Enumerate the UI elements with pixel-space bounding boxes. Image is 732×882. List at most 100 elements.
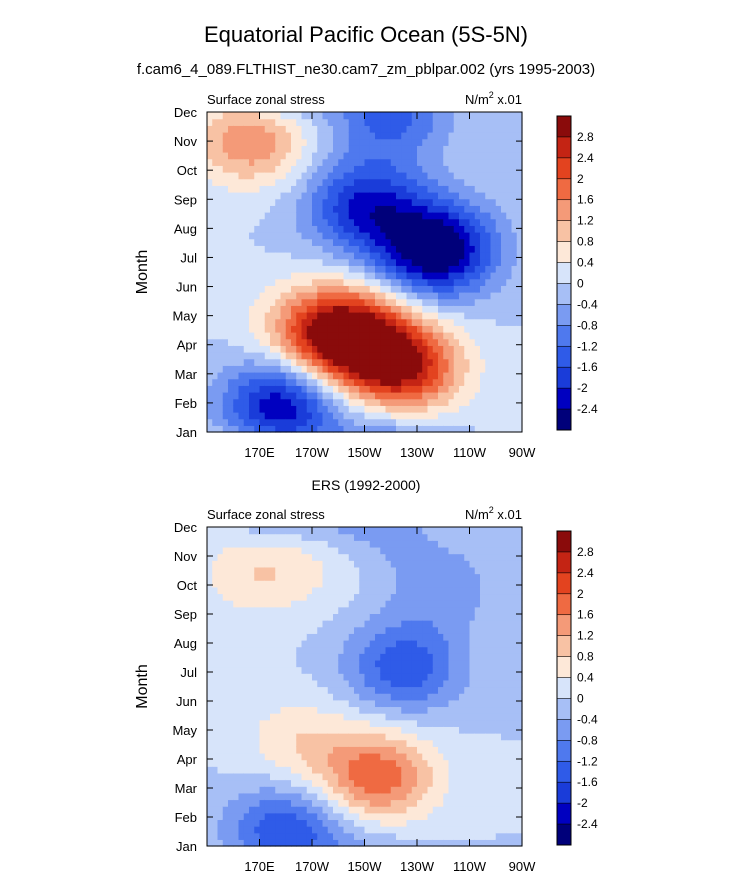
heatmap-cell xyxy=(259,540,266,548)
heatmap-cell xyxy=(354,225,360,233)
heatmap-cell xyxy=(301,405,308,413)
heatmap-cell xyxy=(422,412,429,420)
heatmap-cell xyxy=(364,392,371,400)
heatmap-cell xyxy=(285,172,292,180)
heatmap-cell xyxy=(422,606,429,614)
heatmap-cell xyxy=(254,405,261,413)
heatmap-cell xyxy=(275,292,282,300)
heatmap-cell xyxy=(312,418,318,426)
heatmap-cell xyxy=(432,212,439,220)
heatmap-cell xyxy=(275,425,282,433)
heatmap-cell xyxy=(296,198,303,206)
heatmap-cell xyxy=(259,659,266,668)
heatmap-cell xyxy=(348,318,355,326)
heatmap-cell xyxy=(264,799,271,807)
obs-panel-caption: ERS (1992-2000) xyxy=(311,477,421,493)
heatmap-cell xyxy=(432,425,439,433)
heatmap-cell xyxy=(312,806,318,814)
heatmap-cell xyxy=(212,733,219,741)
heatmap-cell xyxy=(390,312,397,320)
colorbar-box xyxy=(557,367,571,389)
heatmap-cell xyxy=(390,298,397,306)
heatmap-cell xyxy=(238,265,245,273)
heatmap-cell xyxy=(333,392,339,400)
heatmap-cell xyxy=(390,812,397,821)
heatmap-cell xyxy=(222,679,229,688)
heatmap-cell xyxy=(280,158,287,166)
heatmap-cell xyxy=(448,265,455,273)
heatmap-cell xyxy=(306,540,313,548)
heatmap-cell xyxy=(317,527,324,535)
heatmap-cell xyxy=(333,679,339,688)
heatmap-cell xyxy=(233,152,240,160)
heatmap-cell xyxy=(254,305,261,313)
heatmap-cell xyxy=(354,646,360,654)
heatmap-cell xyxy=(222,792,229,801)
heatmap-cell xyxy=(343,398,350,406)
heatmap-cell xyxy=(438,165,444,173)
heatmap-cell xyxy=(411,633,418,641)
heatmap-cell xyxy=(259,392,266,400)
heatmap-cell xyxy=(291,265,297,273)
heatmap-cell xyxy=(369,412,376,420)
heatmap-cell xyxy=(338,633,345,641)
heatmap-cell xyxy=(406,352,413,360)
heatmap-cell xyxy=(369,527,376,535)
heatmap-cell xyxy=(301,145,308,153)
heatmap-cell xyxy=(275,819,282,827)
heatmap-cell xyxy=(459,132,465,140)
heatmap-cell xyxy=(343,739,350,747)
heatmap-cell xyxy=(338,693,345,701)
heatmap-cell xyxy=(417,205,423,213)
heatmap-cell xyxy=(401,719,408,727)
heatmap-cell xyxy=(238,540,245,548)
heatmap-cell xyxy=(280,772,287,781)
heatmap-cell xyxy=(453,338,460,346)
colorbar-model: 2.82.421.61.20.80.40-0.4-0.8-1.2-1.6-2-2… xyxy=(556,115,598,431)
heatmap-cell xyxy=(264,812,271,821)
heatmap-cell xyxy=(254,659,261,668)
heatmap-cell xyxy=(390,185,397,193)
heatmap-cell xyxy=(490,178,497,186)
heatmap-cell xyxy=(401,392,408,400)
heatmap-cell xyxy=(280,132,287,140)
heatmap-cell xyxy=(207,620,213,628)
heatmap-cell xyxy=(380,305,387,313)
heatmap-cell xyxy=(327,679,334,688)
heatmap-cell xyxy=(285,278,292,286)
heatmap-cell xyxy=(338,385,345,393)
heatmap-cell xyxy=(270,653,276,661)
heatmap-cell xyxy=(233,398,240,406)
heatmap-cell xyxy=(212,152,219,160)
heatmap-cell xyxy=(432,418,439,426)
heatmap-cell xyxy=(485,398,492,406)
heatmap-cell xyxy=(396,766,402,774)
heatmap-cell xyxy=(438,172,444,180)
heatmap-cell xyxy=(233,118,240,126)
heatmap-cell xyxy=(275,278,282,286)
heatmap-cell xyxy=(301,739,308,747)
heatmap-cell xyxy=(348,540,355,548)
heatmap-cell xyxy=(490,312,497,320)
heatmap-cell xyxy=(375,792,381,801)
heatmap-cell xyxy=(354,699,360,708)
heatmap-cell xyxy=(480,198,486,206)
heatmap-cell xyxy=(243,245,250,253)
heatmap-cell xyxy=(228,332,234,340)
heatmap-cell xyxy=(301,352,308,360)
heatmap-cell xyxy=(212,398,219,406)
heatmap-cell xyxy=(359,659,366,668)
heatmap-cell xyxy=(291,766,297,774)
heatmap-cell xyxy=(516,232,523,240)
heatmap-cell xyxy=(485,298,492,306)
heatmap-cell xyxy=(270,158,276,166)
heatmap-cell xyxy=(327,238,334,246)
heatmap-cell xyxy=(506,265,513,273)
heatmap-cell xyxy=(501,312,507,320)
heatmap-cell xyxy=(312,192,318,200)
heatmap-cell xyxy=(501,425,507,433)
heatmap-cell xyxy=(443,185,450,193)
heatmap-cell xyxy=(238,719,245,727)
heatmap-cell xyxy=(422,298,429,306)
heatmap-cell xyxy=(354,573,360,581)
